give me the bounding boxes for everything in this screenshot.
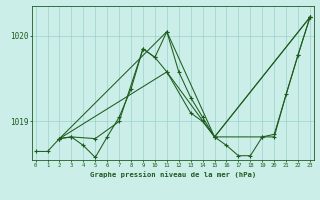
X-axis label: Graphe pression niveau de la mer (hPa): Graphe pression niveau de la mer (hPa) [90, 171, 256, 178]
